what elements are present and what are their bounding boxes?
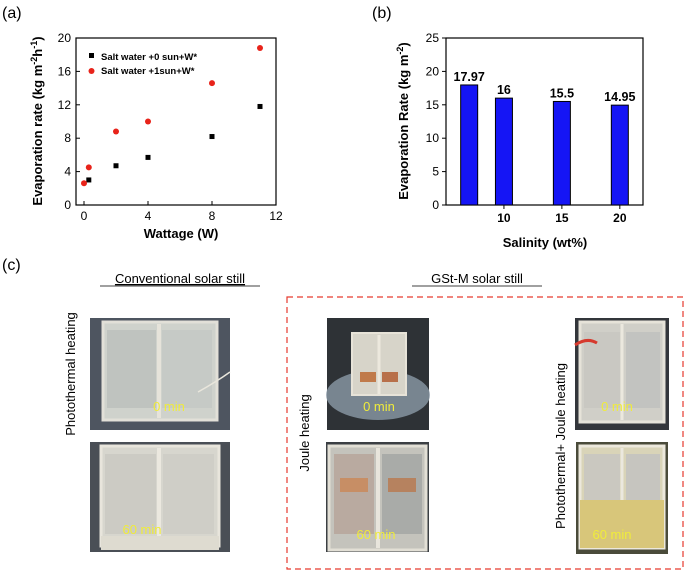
bar <box>610 104 629 206</box>
bar-chart: 17.97 16 15.5 14.95 10 15 20 0 5 10 15 20 25 Salini… <box>395 31 644 250</box>
bar-value-label: 15.5 <box>550 86 574 100</box>
x-tick-label: 8 <box>209 209 216 223</box>
panel-label-b: (b) <box>372 5 392 22</box>
legend-a: Salt water +0 sun+W* Salt water +1sun+W* <box>88 52 197 77</box>
x-axis-label-a: Wattage (W) <box>144 226 219 241</box>
data-point-series-0 <box>86 177 92 183</box>
data-point-series-1 <box>113 128 119 135</box>
x-tick-label: 12 <box>269 209 283 223</box>
axis-ticks-b: 10 15 20 0 5 10 15 20 25 <box>426 31 627 225</box>
y-tick-label: 25 <box>426 31 440 45</box>
data-points-a <box>81 45 263 187</box>
legend-marker-1 <box>88 68 95 74</box>
data-point-series-0 <box>113 163 119 169</box>
data-point-series-1 <box>81 180 87 187</box>
x-axis-label-b: Salinity (wt%) <box>503 235 588 250</box>
plot-frame-a <box>75 37 277 206</box>
y-tick-label: 5 <box>432 165 439 179</box>
x-tick-label: 20 <box>613 211 627 225</box>
y-tick-label: 20 <box>426 64 440 78</box>
data-point-series-0 <box>209 134 215 140</box>
y-tick-label: 20 <box>58 31 72 45</box>
gst-title: GSt-M solar still <box>431 271 523 286</box>
photo-combined-60min: 60 min <box>576 442 668 554</box>
photo-conventional-0min: 0 min <box>90 318 231 430</box>
y-tick-label: 16 <box>58 64 72 78</box>
data-point-series-0 <box>145 154 151 160</box>
time-label: 60 min <box>356 527 395 542</box>
axis-ticks-a: 0 4 8 12 0 4 8 12 16 20 <box>58 31 283 223</box>
x-tick-label: 4 <box>145 209 152 223</box>
time-label: 0 min <box>363 399 395 414</box>
panel-label-a: (a) <box>2 5 22 22</box>
y-tick-label: 0 <box>432 198 439 212</box>
bar-value-label: 17.97 <box>454 70 485 84</box>
y-tick-label: 0 <box>64 198 71 212</box>
y-tick-label: 15 <box>426 98 440 112</box>
gst-dashed-box <box>286 296 684 570</box>
bar <box>552 100 571 206</box>
data-point-series-1 <box>257 45 263 52</box>
y-axis-label-a: Evaporation rate (kg m-2h-1) <box>29 36 45 205</box>
data-point-series-1 <box>85 164 92 171</box>
data-point-series-0 <box>257 103 263 109</box>
photo-conventional-60min: 60 min <box>90 442 230 552</box>
y-tick-label: 10 <box>426 131 440 145</box>
legend-label-0: Salt water +0 sun+W* <box>101 52 197 63</box>
photo-joule-60min: 60 min <box>326 442 429 552</box>
bars-b: 17.97 16 15.5 14.95 <box>454 70 636 206</box>
legend-marker-0 <box>89 53 94 58</box>
time-label: 0 min <box>601 399 633 414</box>
y-tick-label: 12 <box>58 98 72 112</box>
data-point-series-1 <box>209 80 215 87</box>
x-tick-label: 10 <box>497 211 511 225</box>
x-tick-label: 0 <box>81 209 88 223</box>
combined-label: Photothermal+ Joule heating <box>553 363 568 529</box>
y-tick-label: 4 <box>64 165 71 179</box>
data-point-series-1 <box>145 118 151 125</box>
conventional-title: Conventional solar still <box>115 271 245 286</box>
joule-label: Joule heating <box>297 394 312 471</box>
photo-combined-0min: 0 min <box>574 318 669 430</box>
y-tick-label: 8 <box>64 131 71 145</box>
y-axis-label-b: Evaporation Rate (kg m-2) <box>395 42 411 200</box>
time-label: 60 min <box>592 527 631 542</box>
legend-label-1: Salt water +1sun+W* <box>101 66 195 77</box>
photothermal-label: Photothermal heating <box>63 312 78 436</box>
bar-value-label: 16 <box>497 83 511 97</box>
bar <box>494 97 513 206</box>
photo-joule-0min: 0 min <box>326 318 430 430</box>
plot-frame-b <box>445 37 644 206</box>
x-tick-label: 15 <box>555 211 569 225</box>
time-label: 60 min <box>122 522 161 537</box>
bar-value-label: 14.95 <box>604 90 635 104</box>
panel-label-c: (c) <box>2 257 21 274</box>
scatter-chart: 0 4 8 12 0 4 8 12 16 20 Salt water +0 sun+W* Salt… <box>29 31 283 241</box>
time-label: 0 min <box>153 399 185 414</box>
bar <box>460 84 479 206</box>
